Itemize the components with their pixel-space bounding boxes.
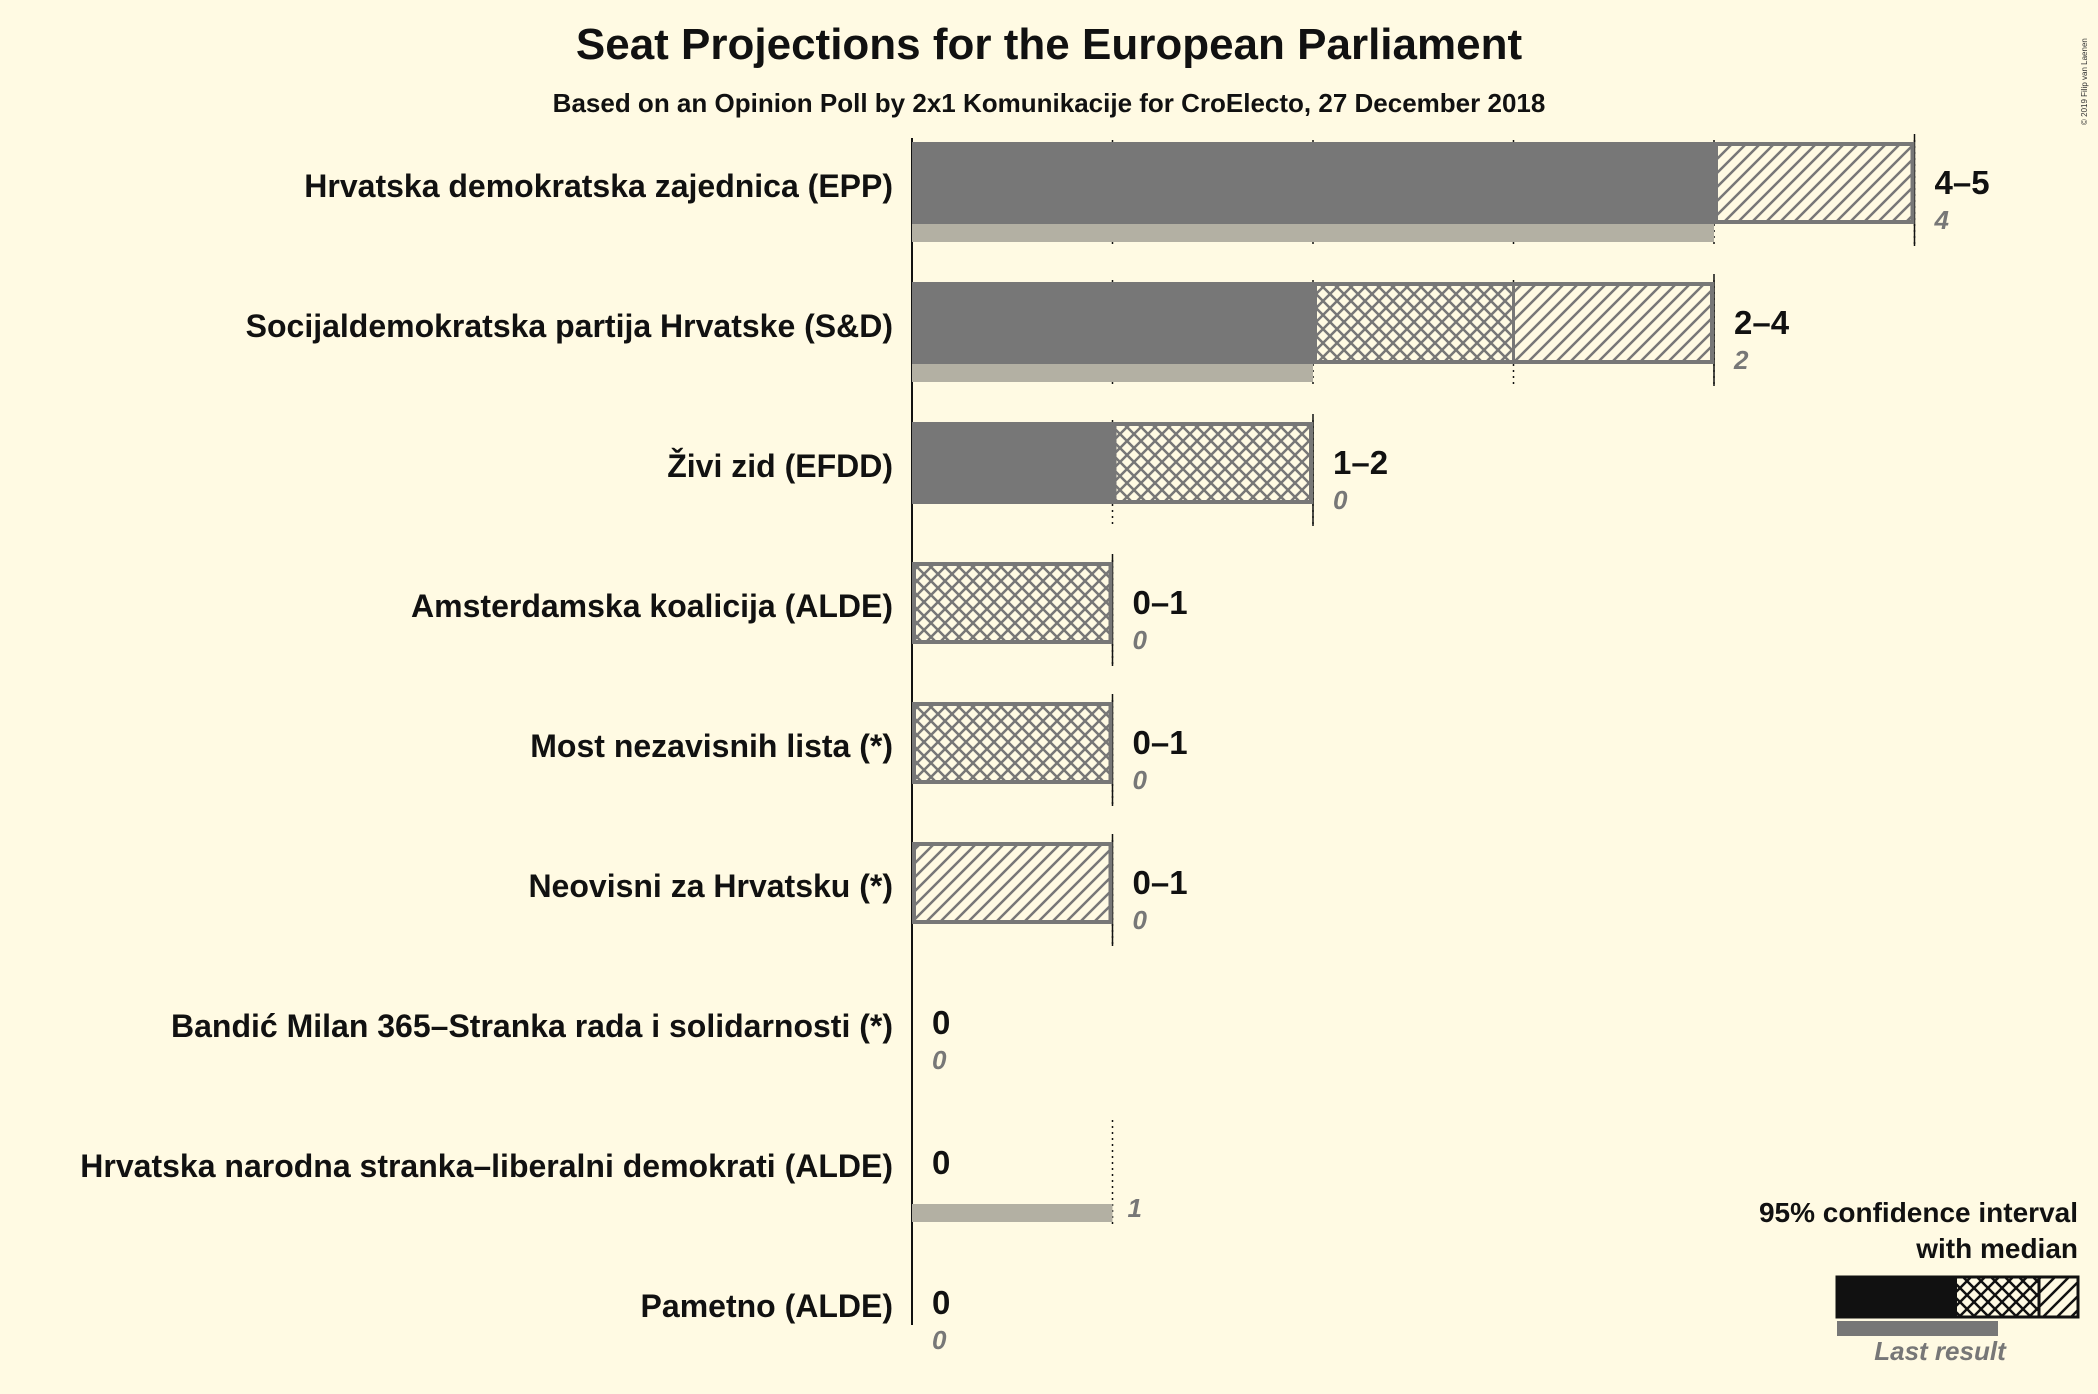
legend-ci-line1: 95% confidence interval: [1758, 1197, 2078, 1228]
bars: [912, 142, 1915, 1222]
party-name-label: Socijaldemokratska partija Hrvatske (S&D…: [246, 308, 893, 344]
seat-range-label: 0: [932, 1284, 950, 1321]
seat-range-label: 2–4: [1734, 304, 1790, 341]
seat-bar-solid: [912, 282, 1313, 364]
legend-ci-label: 95% confidence interval with median: [1678, 1195, 2078, 1267]
chart-subtitle: Based on an Opinion Poll by 2x1 Komunika…: [552, 88, 1546, 118]
seat-range-label: 0–1: [1133, 584, 1188, 621]
seat-bar-crosshatch: [912, 562, 1113, 644]
last-result-value: 0: [1133, 625, 1148, 655]
ci-outline: [1714, 142, 1915, 224]
party-name-label: Hrvatska narodna stranka–liberalni demok…: [80, 1148, 893, 1184]
legend-last-result-swatch: [1837, 1321, 1998, 1336]
seat-bar-crosshatch: [1112, 422, 1313, 504]
seat-bar-crosshatch: [912, 702, 1113, 784]
last-result-value: 0: [1133, 905, 1148, 935]
legend-ci-line2: with median: [1916, 1233, 2078, 1264]
last-result-value: 1: [1128, 1193, 1142, 1223]
seat-range-label: 0: [932, 1144, 950, 1181]
seat-bar-solid: [912, 422, 1113, 504]
ci-outline: [912, 842, 1113, 924]
labels: Hrvatska demokratska zajednica (EPP) 4–5 4…: [80, 164, 1989, 1355]
seat-bar-diagonal: [912, 842, 1113, 924]
seat-bar-diagonal: [1513, 282, 1714, 364]
ci-outline: [912, 562, 1113, 644]
last-result-bar: [912, 364, 1313, 382]
seat-range-label: 0–1: [1133, 864, 1188, 901]
chart-title: Seat Projections for the European Parlia…: [575, 20, 1523, 69]
seat-bar-solid: [912, 142, 1714, 224]
ci-outline: [1112, 422, 1313, 504]
last-result-bar: [912, 224, 1714, 242]
seat-range-label: 0–1: [1133, 724, 1188, 761]
legend-crosshatch-swatch: [1957, 1277, 2039, 1317]
legend-outline: [1835, 1275, 2080, 1319]
party-name-label: Most nezavisnih lista (*): [530, 728, 893, 764]
legend: [1835, 1275, 2080, 1336]
party-name-label: Neovisni za Hrvatsku (*): [528, 868, 893, 904]
last-result-value: 0: [1333, 485, 1348, 515]
seat-bar-diagonal: [1714, 142, 1915, 224]
party-name-label: Amsterdamska koalicija (ALDE): [411, 588, 893, 624]
legend-last-result-label: Last result: [1874, 1336, 2006, 1366]
last-result-bar: [912, 1204, 1113, 1222]
legend-solid-swatch: [1837, 1277, 1957, 1317]
last-result-value: 4: [1934, 205, 1950, 235]
last-result-value: 0: [1133, 765, 1148, 795]
last-result-value: 0: [932, 1045, 947, 1075]
party-name-label: Bandić Milan 365–Stranka rada i solidarn…: [171, 1008, 893, 1044]
seat-range-label: 1–2: [1333, 444, 1388, 481]
last-result-value: 2: [1733, 345, 1749, 375]
seat-bar-crosshatch: [1313, 282, 1514, 364]
party-name-label: Živi zid (EFDD): [667, 448, 893, 484]
legend-diagonal-swatch: [2039, 1277, 2078, 1317]
ci-outline: [912, 702, 1113, 784]
last-result-value: 0: [932, 1325, 947, 1355]
seat-range-label: 4–5: [1935, 164, 1990, 201]
party-name-label: Pametno (ALDE): [641, 1288, 893, 1324]
seat-range-label: 0: [932, 1004, 950, 1041]
party-name-label: Hrvatska demokratska zajednica (EPP): [304, 168, 893, 204]
